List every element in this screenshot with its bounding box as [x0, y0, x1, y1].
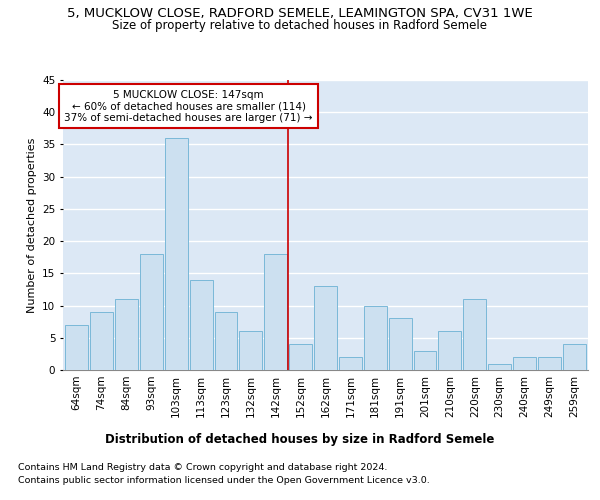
Bar: [115, 299, 138, 370]
Text: Distribution of detached houses by size in Radford Semele: Distribution of detached houses by size …: [106, 432, 494, 446]
Bar: [538, 357, 561, 370]
Text: Contains public sector information licensed under the Open Government Licence v3: Contains public sector information licen…: [18, 476, 430, 485]
Bar: [389, 318, 412, 370]
Bar: [90, 312, 113, 370]
Bar: [513, 357, 536, 370]
Text: 5 MUCKLOW CLOSE: 147sqm
← 60% of detached houses are smaller (114)
37% of semi-d: 5 MUCKLOW CLOSE: 147sqm ← 60% of detache…: [64, 90, 313, 123]
Y-axis label: Number of detached properties: Number of detached properties: [26, 138, 37, 312]
Bar: [289, 344, 312, 370]
Bar: [65, 325, 88, 370]
Bar: [190, 280, 212, 370]
Bar: [215, 312, 238, 370]
Bar: [413, 350, 436, 370]
Text: Size of property relative to detached houses in Radford Semele: Size of property relative to detached ho…: [113, 19, 487, 32]
Bar: [439, 332, 461, 370]
Bar: [239, 332, 262, 370]
Text: Contains HM Land Registry data © Crown copyright and database right 2024.: Contains HM Land Registry data © Crown c…: [18, 462, 388, 471]
Bar: [364, 306, 387, 370]
Bar: [314, 286, 337, 370]
Bar: [563, 344, 586, 370]
Bar: [463, 299, 486, 370]
Bar: [165, 138, 188, 370]
Bar: [339, 357, 362, 370]
Bar: [488, 364, 511, 370]
Bar: [140, 254, 163, 370]
Bar: [264, 254, 287, 370]
Text: 5, MUCKLOW CLOSE, RADFORD SEMELE, LEAMINGTON SPA, CV31 1WE: 5, MUCKLOW CLOSE, RADFORD SEMELE, LEAMIN…: [67, 8, 533, 20]
